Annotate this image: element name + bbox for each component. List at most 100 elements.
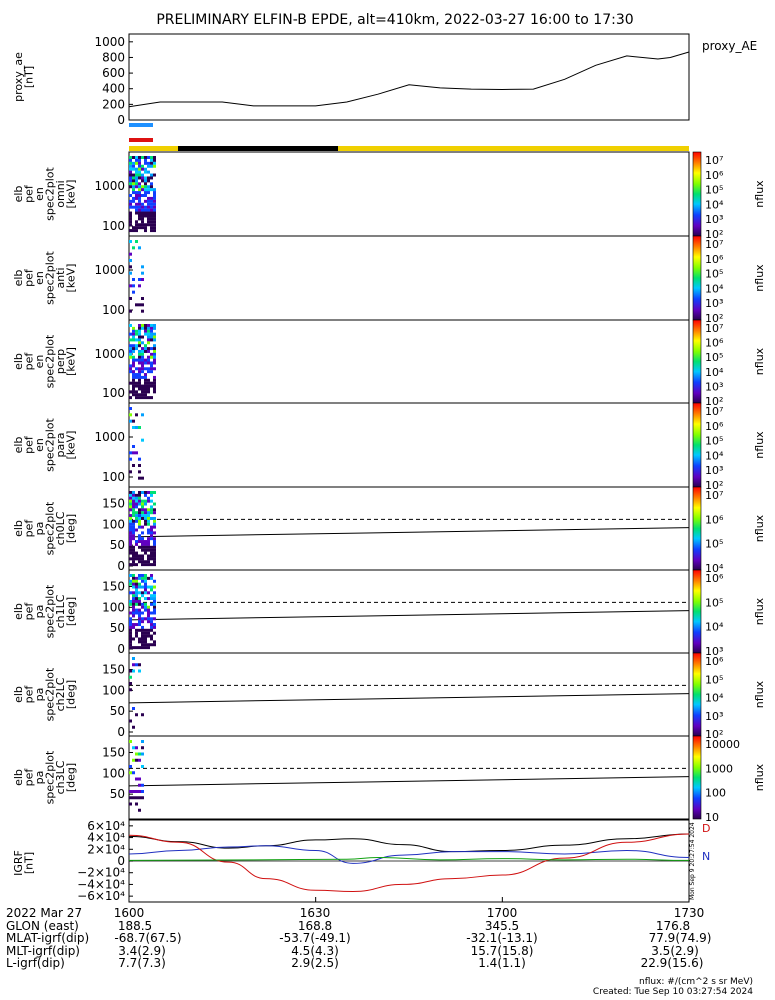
spectrogram-pixel: [153, 378, 156, 382]
spectrogram-pixel: [132, 284, 135, 288]
spectrogram-pixel: [135, 451, 138, 455]
spectrogram-pixel: [141, 611, 144, 615]
spectrogram-pixel: [132, 355, 135, 359]
spectrogram-pixel: [132, 164, 135, 168]
spectrogram-pixel: [132, 358, 135, 362]
spectrogram-pixel: [132, 373, 135, 377]
spectrogram-pixel: [135, 426, 138, 429]
spectrogram-pixel: [135, 179, 138, 183]
spectrogram-pixel: [138, 537, 141, 541]
spectrogram-pixel: [138, 396, 141, 400]
spectrogram-pixel: [135, 646, 138, 650]
ylabel-line: spec2plot: [44, 251, 57, 305]
spectrogram-pixel: [153, 191, 156, 195]
spectrogram-pixel: [132, 329, 135, 333]
spectrogram-pixel: [135, 170, 138, 174]
spectrogram-pixel: [153, 326, 156, 330]
spectrogram-pixel: [144, 511, 147, 515]
spectrogram-pixel: [144, 579, 147, 583]
spectrogram-pixel: [150, 597, 153, 601]
ylabel-line: en: [33, 355, 46, 369]
spectrogram-pixel: [144, 640, 147, 644]
spectrogram-pixel: [138, 352, 141, 356]
colorbar-tick-label: 10⁴: [705, 366, 724, 379]
ch2-ytick: 150: [102, 663, 125, 677]
spectrogram-pixel: [132, 496, 135, 500]
spectrogram-pixel: [147, 170, 150, 174]
spectrogram-pixel: [135, 585, 138, 589]
spectrogram-pixel: [150, 158, 153, 162]
ylabel-line: elb: [12, 437, 25, 454]
spectrogram-pixel: [141, 188, 144, 192]
spectrogram-pixel: [144, 617, 147, 621]
spectrogram-pixel: [144, 390, 147, 394]
spectrogram-pixel: [138, 557, 141, 561]
colorbar-tick-label: 10⁴: [705, 562, 724, 575]
ch3-ytick: 100: [102, 766, 125, 780]
colorbar-tick-label: 10⁷: [705, 489, 723, 502]
spectrogram-pixel: [132, 579, 135, 583]
ylabel-line: elb: [12, 186, 25, 203]
spectrogram-pixel: [129, 332, 132, 336]
orbit-value: 345.5: [484, 918, 520, 933]
spectrogram-pixel: [132, 499, 135, 503]
spectrogram-pixel: [147, 528, 150, 532]
spectrogram-pixel: [144, 545, 147, 549]
spectrogram-pixel: [138, 217, 141, 221]
spectrogram-pixel: [147, 643, 150, 647]
colorbar-tick-label: 100: [705, 787, 726, 800]
ylabel-line: anti: [54, 267, 67, 288]
spectrogram-pixel: [129, 765, 132, 768]
spectrogram-pixel: [129, 540, 132, 544]
colorbar-tick-label: 10⁷: [705, 238, 723, 251]
orbit-row-label: L-igrf(dip): [6, 956, 65, 970]
igrf-side-label: D: [702, 822, 710, 835]
spectrogram-pixel: [141, 352, 144, 356]
colorbar-tick-label: 10⁶: [705, 337, 724, 350]
spectrogram-pixel: [132, 646, 135, 650]
colorbar-tick-label: 10³: [705, 213, 723, 226]
orbit-value: -32.1(-13.1): [466, 931, 538, 945]
orbit-value: 4.5(4.3): [291, 943, 339, 958]
spectrogram-pixel: [129, 493, 132, 497]
spectrogram-pixel: [147, 496, 150, 500]
spectrogram-pixel: [153, 537, 156, 541]
ch0-axes: [128, 486, 690, 571]
spectrogram-pixel: [138, 585, 141, 589]
spectrogram-pixel: [129, 214, 132, 218]
spectrogram-pixel: [138, 373, 141, 377]
spectrogram-pixel: [150, 505, 153, 509]
spectrogram-pixel: [141, 637, 144, 641]
spectrogram-pixel: [135, 611, 138, 615]
spectrogram-pixel: [135, 579, 138, 583]
spectrogram-pixel: [147, 355, 150, 359]
spectrogram-pixel: [141, 393, 144, 397]
spectrogram-pixel: [141, 476, 144, 480]
spectrogram-pixel: [150, 531, 153, 535]
spectrogram-pixel: [153, 226, 156, 230]
spectrogram-pixel: [138, 188, 141, 192]
spectrogram-pixel: [153, 156, 156, 159]
spectrogram-pixel: [141, 278, 144, 281]
spectrogram-pixel: [138, 476, 141, 480]
spectrogram-pixel: [150, 637, 153, 641]
spectrogram-pixel: [129, 265, 132, 269]
spectrogram-pixel: [129, 771, 132, 775]
spectrogram-pixel: [147, 611, 150, 615]
spectrogram-pixel: [129, 528, 132, 532]
spectrogram-pixel: [153, 557, 156, 561]
spectrogram-pixel: [150, 223, 153, 227]
spectrogram-pixel: [141, 367, 144, 371]
spectrogram-pixel: [147, 370, 150, 374]
spectrogram-pixel: [138, 332, 141, 336]
spectrogram-pixel: [132, 576, 135, 580]
spectrogram-pixel: [129, 199, 132, 203]
spectrogram-pixel: [132, 156, 135, 159]
spectrogram-pixel: [141, 531, 144, 535]
spectrogram-pixel: [135, 514, 138, 518]
spectrogram-pixel: [141, 605, 144, 609]
spectrogram-pixel: [129, 352, 132, 356]
spectrogram-pixel: [141, 358, 144, 362]
spectrogram-pixel: [129, 534, 132, 538]
